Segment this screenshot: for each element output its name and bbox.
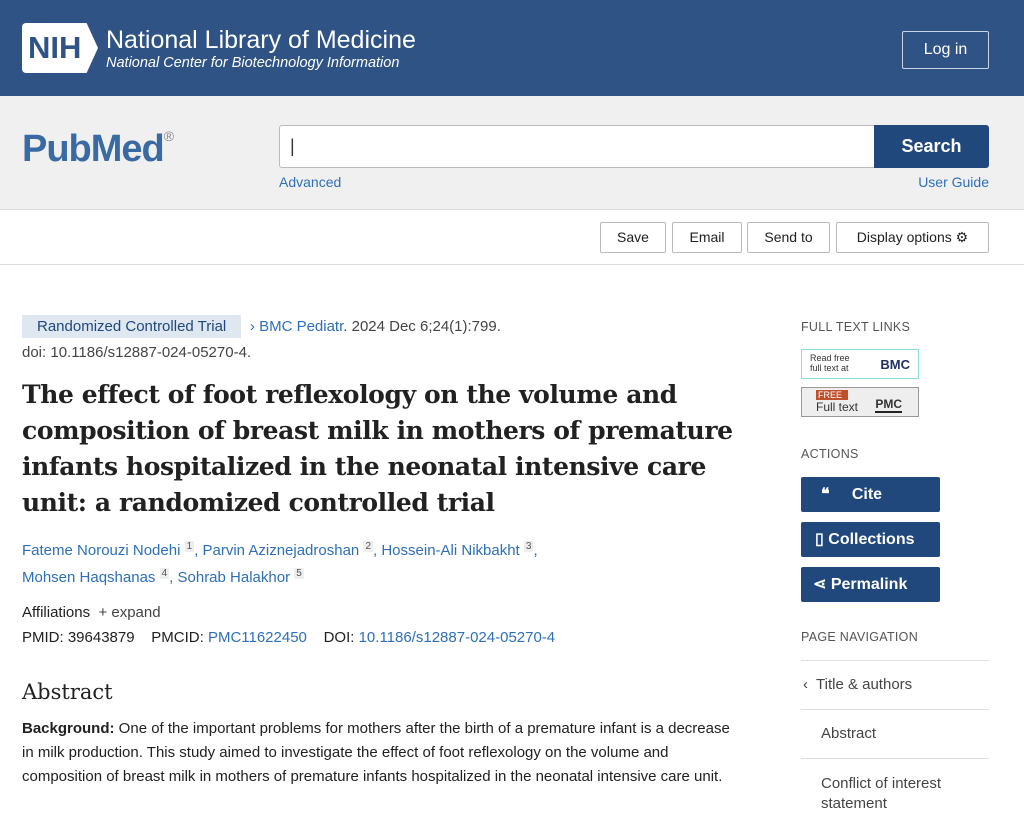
search-button[interactable]: Search bbox=[874, 125, 989, 168]
author-link[interactable]: Hossein-Ali Nikbakht bbox=[381, 542, 520, 559]
nlm-title[interactable]: National Library of Medicine bbox=[106, 26, 416, 54]
affiliation-number[interactable]: 3 bbox=[523, 541, 534, 552]
cursor: | bbox=[290, 136, 295, 156]
abstract-heading: Abstract bbox=[22, 680, 113, 704]
nav-abstract[interactable]: Abstract bbox=[801, 709, 989, 758]
nav-conflict-of-interest[interactable]: Conflict of interest statement bbox=[801, 758, 989, 812]
chevron-left-icon: ‹ bbox=[803, 676, 808, 693]
nih-logo[interactable]: NIH bbox=[22, 23, 98, 73]
cite-label: Cite bbox=[851, 486, 883, 503]
article-title: The effect of foot reflexology on the vo… bbox=[22, 380, 733, 517]
author-link[interactable]: Parvin Aziznejadroshan bbox=[202, 542, 360, 559]
email-button[interactable]: Email bbox=[672, 222, 742, 253]
pmc-free-badge: FREE bbox=[816, 390, 848, 400]
bookmark-icon: ▯ bbox=[815, 531, 824, 548]
pmc-full-text-link[interactable]: FREE Full text PMC bbox=[801, 387, 919, 417]
publication-type[interactable]: Randomized Controlled Trial bbox=[22, 315, 242, 338]
pmcid-label: PMCID: bbox=[151, 629, 204, 646]
expand-button[interactable]: + expand bbox=[98, 604, 161, 621]
bmc-full: full text at bbox=[810, 363, 849, 373]
display-options-button[interactable]: Display options ⚙ bbox=[836, 222, 989, 253]
actions-heading: ACTIONS bbox=[801, 447, 859, 461]
pmid-value: 39643879 bbox=[67, 629, 135, 646]
send-to-button[interactable]: Send to bbox=[747, 222, 830, 253]
background-text: One of the important problems for mother… bbox=[22, 720, 730, 785]
ncbi-subtitle: National Center for Biotechnology Inform… bbox=[106, 55, 400, 71]
full-text-heading: FULL TEXT LINKS bbox=[801, 320, 911, 334]
doi-label: DOI: bbox=[323, 629, 355, 646]
share-icon: ⋖ bbox=[813, 576, 827, 593]
nav-title-authors[interactable]: ‹ Title & authors bbox=[801, 660, 989, 709]
advanced-link[interactable]: Advanced bbox=[279, 174, 342, 190]
nih-header: NIH National Library of Medicine Nationa… bbox=[0, 0, 1024, 96]
save-button[interactable]: Save bbox=[600, 222, 666, 253]
collections-button[interactable]: ▯ Collections bbox=[801, 522, 940, 557]
cite-button[interactable]: ❝ Cite bbox=[801, 477, 940, 512]
citation-text: . 2024 Dec 6;24(1):799. bbox=[343, 318, 501, 335]
permalink-label: Permalink bbox=[830, 576, 908, 593]
bmc-logo: BMC bbox=[880, 357, 910, 372]
journal-link[interactable]: BMC Pediatr bbox=[259, 318, 344, 335]
nav-label: Title & authors bbox=[816, 676, 913, 693]
quote-icon: ❝ bbox=[821, 486, 830, 503]
abstract-background: Background: One of the important problem… bbox=[22, 717, 742, 789]
identifiers: PMID: 39643879 PMCID: PMC11622450 DOI: 1… bbox=[22, 629, 742, 646]
gear-icon: ⚙ bbox=[955, 229, 969, 245]
author-link[interactable]: Fateme Norouzi Nodehi bbox=[22, 542, 181, 559]
author-link[interactable]: Mohsen Haqshanas bbox=[22, 569, 156, 586]
pmc-full: Full text bbox=[816, 400, 859, 414]
login-button[interactable]: Log in bbox=[902, 31, 989, 69]
search-bar: PubMed® | Search Advanced User Guide bbox=[0, 96, 1024, 210]
search-input[interactable]: | bbox=[279, 125, 875, 168]
bmc-full-text-link[interactable]: Read free full text at BMC bbox=[801, 349, 919, 379]
bmc-read: Read free bbox=[810, 353, 850, 363]
affiliations: Affiliations + expand bbox=[22, 604, 742, 621]
logo-text: PubMed bbox=[22, 128, 165, 170]
author-link[interactable]: Sohrab Halakhor bbox=[177, 569, 291, 586]
doi-line: doi: 10.1186/s12887-024-05270-4. bbox=[22, 344, 252, 361]
affiliation-number[interactable]: 5 bbox=[294, 568, 304, 579]
permalink-button[interactable]: ⋖ Permalink bbox=[801, 567, 940, 602]
affiliation-number[interactable]: 4 bbox=[159, 568, 170, 579]
article: Randomized Controlled Trial › BMC Pediat… bbox=[22, 315, 742, 789]
affiliation-number[interactable]: 2 bbox=[363, 541, 373, 552]
user-guide-link[interactable]: User Guide bbox=[918, 174, 989, 190]
toolbar: Save Email Send to Display options ⚙ bbox=[0, 210, 1024, 265]
sidebar: FULL TEXT LINKS Read free full text at BM… bbox=[801, 320, 989, 812]
registered-mark: ® bbox=[163, 128, 174, 144]
pmid-label: PMID: bbox=[22, 629, 64, 646]
pubmed-logo[interactable]: PubMed® bbox=[22, 128, 174, 171]
pmcid-link[interactable]: PMC11622450 bbox=[207, 629, 307, 646]
authors-list: Fateme Norouzi Nodehi 1, Parvin Azizneja… bbox=[22, 541, 538, 586]
page-navigation-heading: PAGE NAVIGATION bbox=[801, 630, 919, 644]
affiliations-label: Affiliations bbox=[22, 604, 91, 621]
chevron-right-icon: › bbox=[249, 318, 255, 335]
background-label: Background: bbox=[22, 720, 115, 737]
affiliation-number[interactable]: 1 bbox=[184, 541, 195, 552]
display-options-label: Display options bbox=[856, 229, 952, 245]
collections-label: Collections bbox=[828, 531, 915, 548]
doi-link[interactable]: 10.1186/s12887-024-05270-4 bbox=[358, 629, 556, 646]
pmc-logo: PMC bbox=[875, 397, 902, 413]
citation: › BMC Pediatr. 2024 Dec 6;24(1):799. bbox=[246, 318, 501, 335]
